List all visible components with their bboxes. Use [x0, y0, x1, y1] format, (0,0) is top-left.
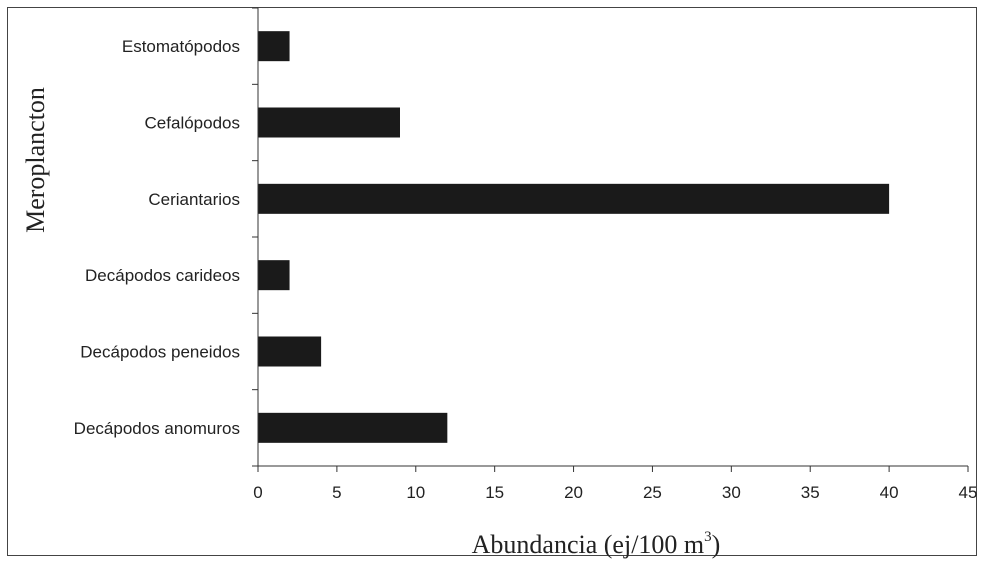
category-label-ceriantarios: Ceriantarios [148, 190, 240, 209]
category-label-decapodos-carideos: Decápodos carideos [85, 266, 240, 285]
bar-decapodos-carideos [258, 260, 290, 291]
bar-decapodos-anomuros [258, 412, 448, 443]
x-tick-label-15: 15 [485, 483, 504, 502]
category-label-estomatopodos: Estomatópodos [122, 37, 240, 56]
x-tick-label-0: 0 [253, 483, 262, 502]
bar-ceriantarios [258, 183, 890, 214]
x-tick-label-10: 10 [406, 483, 425, 502]
category-label-decapodos-anomuros: Decápodos anomuros [74, 419, 240, 438]
x-tick-label-20: 20 [564, 483, 583, 502]
x-axis-title-main: Abundancia (ej/100 m [472, 530, 705, 559]
bar-decapodos-peneidos [258, 336, 322, 367]
bars-group [258, 31, 890, 443]
x-tick-label-40: 40 [880, 483, 899, 502]
category-label-cefalopodos: Cefalópodos [145, 114, 240, 133]
chart-frame [7, 7, 977, 556]
x-axis-title-suffix: ) [712, 530, 721, 559]
category-labels: Estomatópodos Cefalópodos Ceriantarios Decá… [74, 37, 240, 438]
y-axis-title: Meroplancton [21, 87, 50, 233]
x-tick-label-30: 30 [722, 483, 741, 502]
tick-labels: 0 5 10 15 20 25 30 35 40 45 [253, 483, 977, 502]
x-tick-label-35: 35 [801, 483, 820, 502]
bar-cefalopodos [258, 107, 400, 138]
category-label-decapodos-peneidos: Decápodos peneidos [80, 343, 240, 362]
x-tick-label-45: 45 [959, 483, 978, 502]
x-tick-label-25: 25 [643, 483, 662, 502]
x-axis-title-superscript: 3 [704, 529, 712, 545]
x-axis-title: Abundancia (ej/100 m3) [472, 529, 721, 559]
x-tick-label-5: 5 [332, 483, 341, 502]
axes-group [252, 7, 969, 472]
bar-estomatopodos [258, 31, 290, 62]
